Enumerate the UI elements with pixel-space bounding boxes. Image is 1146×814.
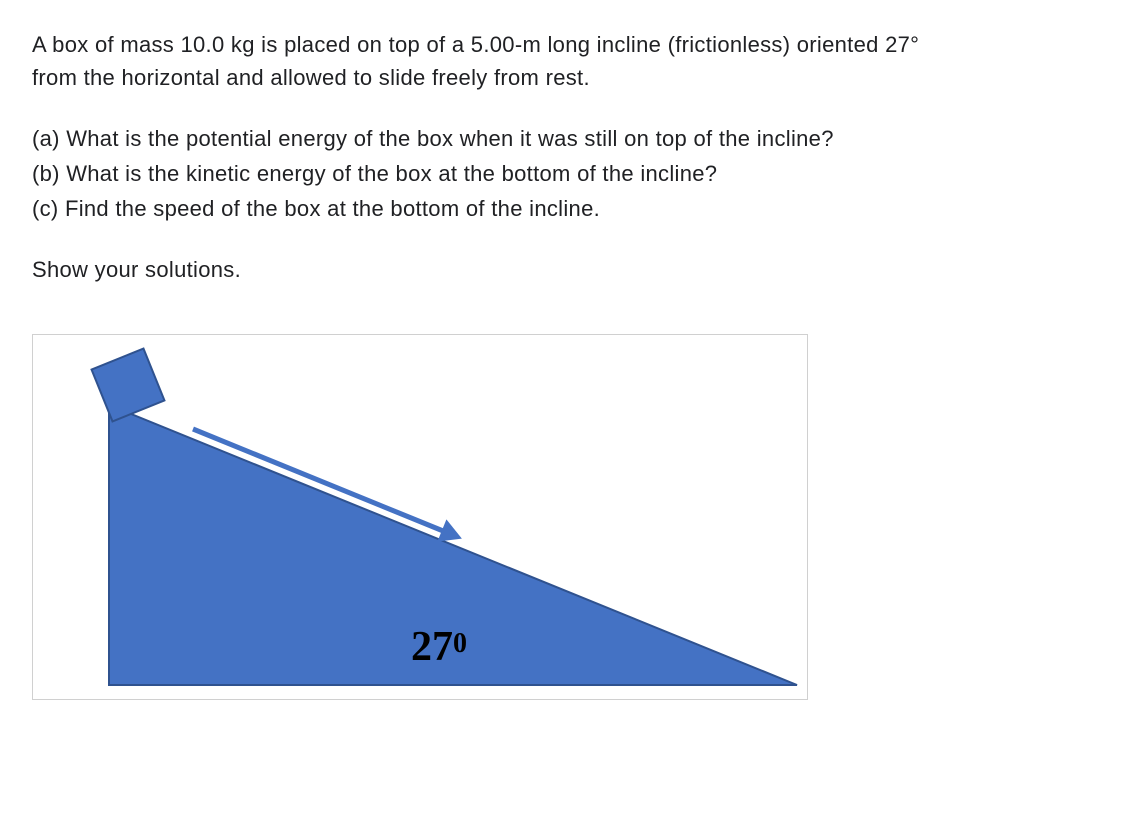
show-solutions: Show your solutions. <box>32 253 1114 286</box>
angle-sup: 0 <box>453 628 467 659</box>
questions-block: (a) What is the potential energy of the … <box>32 122 1114 225</box>
problem-text: A box of mass 10.0 kg is placed on top o… <box>32 28 1114 286</box>
intro-line-2: from the horizontal and allowed to slide… <box>32 61 1114 94</box>
question-b: (b) What is the kinetic energy of the bo… <box>32 157 1114 190</box>
angle-label: 270 <box>411 623 467 671</box>
box-shape <box>92 349 165 422</box>
angle-base: 27 <box>411 624 453 670</box>
intro-line-1: A box of mass 10.0 kg is placed on top o… <box>32 28 1114 61</box>
question-a: (a) What is the potential energy of the … <box>32 122 1114 155</box>
question-c: (c) Find the speed of the box at the bot… <box>32 192 1114 225</box>
figure-container: 270 <box>32 334 808 700</box>
intro-paragraph: A box of mass 10.0 kg is placed on top o… <box>32 28 1114 94</box>
